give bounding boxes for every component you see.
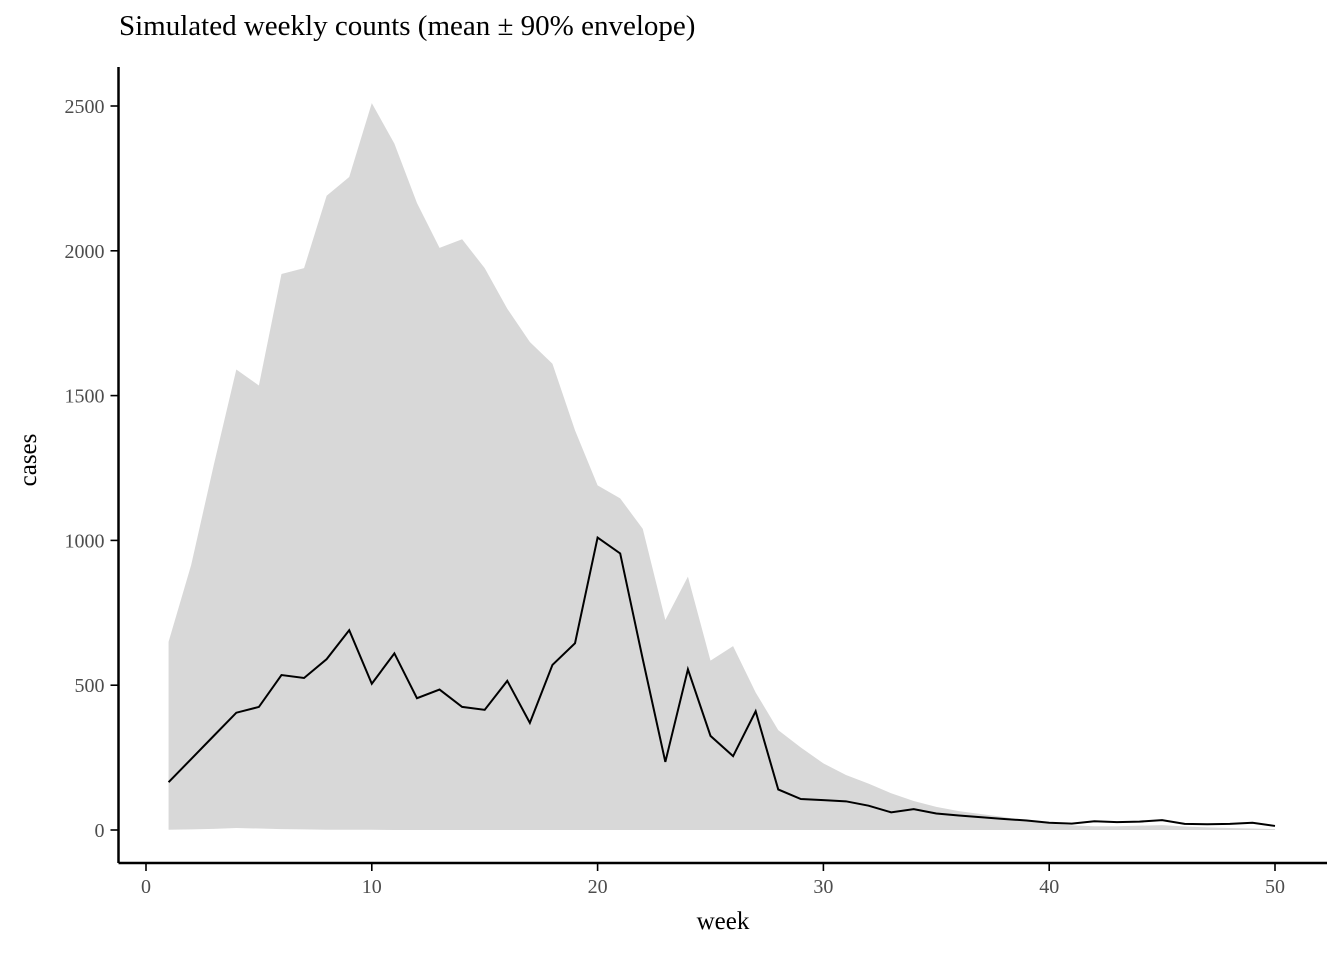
x-tick-label: 20 bbox=[588, 876, 608, 898]
y-tick-label: 0 bbox=[95, 820, 105, 842]
chart-title: Simulated weekly counts (mean ± 90% enve… bbox=[119, 10, 696, 42]
x-tick-label: 10 bbox=[362, 876, 382, 898]
envelope-ribbon bbox=[168, 103, 1276, 830]
x-tick-label: 40 bbox=[1039, 876, 1059, 898]
mean-line bbox=[167, 535, 1276, 827]
x-axis-label: week bbox=[696, 908, 750, 935]
x-tick-label: 30 bbox=[813, 876, 833, 898]
x-tick-label: 50 bbox=[1265, 876, 1285, 898]
y-tick-label: 1500 bbox=[65, 386, 105, 408]
y-tick-label: 2500 bbox=[65, 96, 105, 118]
y-axis-label: cases bbox=[15, 433, 42, 487]
y-tick-label: 500 bbox=[75, 675, 105, 697]
x-tick-label: 0 bbox=[141, 876, 151, 898]
y-tick-label: 2000 bbox=[65, 241, 105, 263]
axes bbox=[117, 67, 1327, 865]
y-tick-label: 1000 bbox=[65, 530, 105, 552]
